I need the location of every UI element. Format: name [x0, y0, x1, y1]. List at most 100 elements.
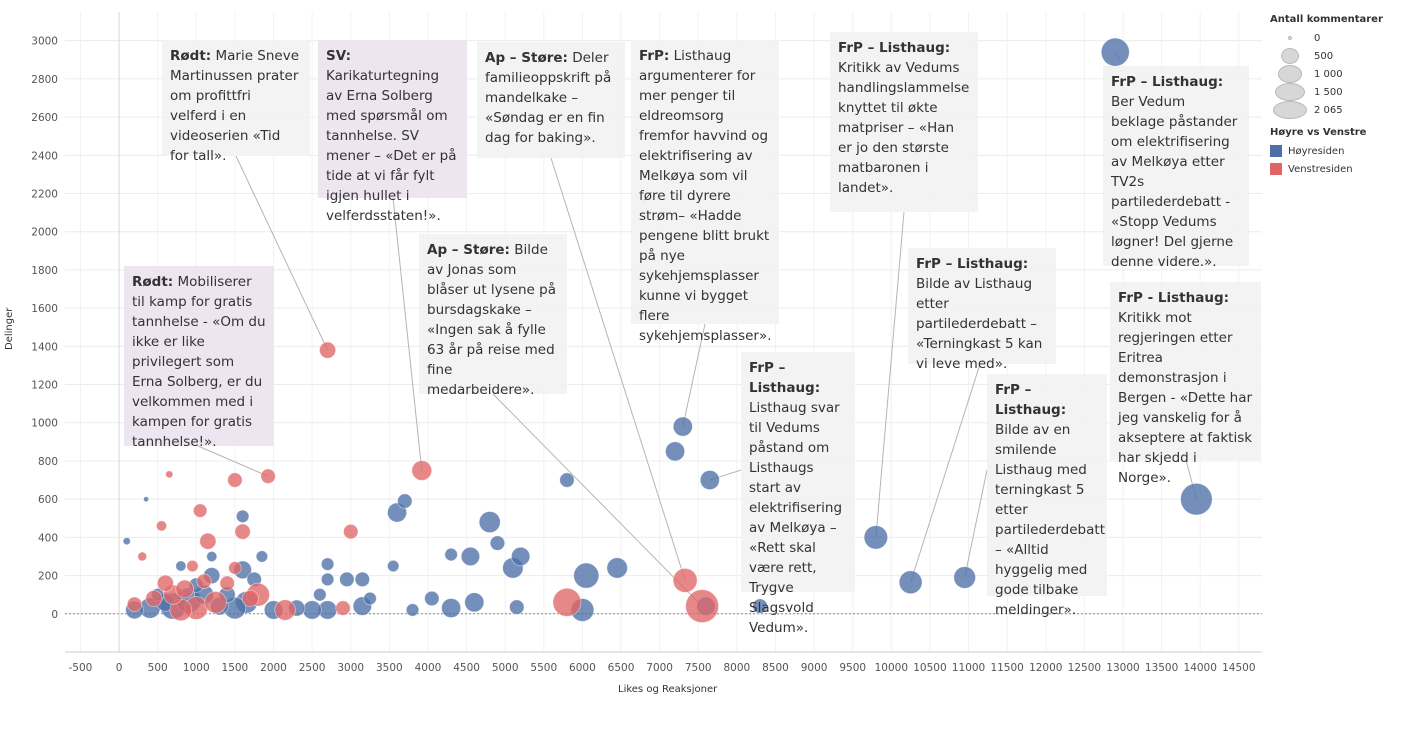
annotation-leader-line	[197, 445, 269, 477]
x-tick-label: 11000	[952, 662, 985, 674]
x-tick-label: 9500	[839, 662, 866, 674]
x-tick-label: 0	[116, 662, 123, 674]
point-hoyresiden	[1100, 37, 1130, 67]
point-venstresiden	[228, 561, 242, 575]
point-hoyresiden	[122, 537, 131, 546]
point-hoyresiden	[699, 470, 720, 491]
point-hoyresiden	[953, 566, 976, 589]
point-venstresiden	[234, 523, 251, 540]
point-hoyresiden	[665, 441, 686, 462]
y-tick-label: 600	[38, 494, 58, 506]
size-legend-title: Antall kommentarer	[1270, 14, 1383, 25]
point-venstresiden	[192, 503, 208, 518]
size-legend-item: 0	[1270, 29, 1400, 47]
y-tick-label: 2400	[31, 150, 58, 162]
annotation-frp-matpriser: FrP – Listhaug: Kritikk av Vedums handli…	[830, 32, 978, 212]
x-tick-label: 1500	[222, 662, 249, 674]
point-venstresiden	[196, 573, 212, 589]
x-tick-label: 500	[148, 662, 168, 674]
point-venstresiden	[165, 470, 174, 479]
legend: Antall kommentarer 0 500 1 000 1 500 2 0…	[1270, 14, 1400, 178]
point-hoyresiden	[143, 496, 150, 503]
size-legend-item: 1 500	[1270, 83, 1400, 101]
y-tick-label: 3000	[31, 36, 58, 48]
color-legend-item-venstre: Venstresiden	[1270, 160, 1400, 178]
annotation-leader-line	[910, 363, 981, 583]
y-tick-label: 1400	[31, 341, 58, 353]
point-hoyresiden	[672, 416, 693, 437]
y-tick-label: 1200	[31, 380, 58, 392]
x-tick-label: 8000	[723, 662, 750, 674]
point-hoyresiden	[460, 546, 481, 567]
point-venstresiden	[145, 589, 163, 608]
point-hoyresiden	[235, 509, 250, 524]
point-hoyresiden	[313, 587, 327, 602]
x-tick-label: 6000	[569, 662, 596, 674]
y-tick-label: 2600	[31, 112, 58, 124]
point-hoyresiden	[606, 557, 628, 579]
x-tick-label: 2000	[260, 662, 287, 674]
point-hoyresiden	[559, 472, 575, 488]
x-tick-label: 3000	[337, 662, 364, 674]
point-venstresiden	[552, 587, 582, 617]
point-hoyresiden	[363, 591, 377, 606]
point-venstresiden	[137, 551, 148, 562]
point-hoyresiden	[206, 550, 218, 563]
y-tick-label: 1000	[31, 418, 58, 430]
point-hoyresiden	[339, 571, 355, 588]
point-hoyresiden	[863, 525, 889, 550]
annotation-leader-line	[964, 469, 988, 578]
point-venstresiden	[155, 520, 168, 532]
point-hoyresiden	[464, 592, 485, 613]
annotation-sv-karikatur: SV: Karikaturtegning av Erna Solberg med…	[318, 40, 467, 224]
x-tick-label: 13500	[1145, 662, 1178, 674]
x-tick-label: 9000	[801, 662, 828, 674]
annotation-ap-bursdag: Ap – Støre: Bilde av Jonas som blåser ut…	[419, 234, 567, 398]
point-hoyresiden	[441, 598, 462, 619]
point-venstresiden	[227, 472, 243, 488]
x-tick-label: 7000	[646, 662, 673, 674]
color-legend-item-hoyre: Høyresiden	[1270, 142, 1400, 160]
annotation-rodt-profittfri: Rødt: Marie Sneve Martinussen prater om …	[162, 40, 310, 164]
x-tick-label: 14000	[1184, 662, 1217, 674]
point-hoyresiden	[354, 571, 370, 588]
point-hoyresiden	[1180, 482, 1213, 516]
point-hoyresiden	[320, 557, 335, 571]
annotation-leader-line	[875, 211, 905, 538]
x-tick-label: 1000	[183, 662, 210, 674]
x-tick-label: 4500	[453, 662, 480, 674]
annotation-leader-line	[492, 393, 703, 607]
point-hoyresiden	[405, 603, 420, 617]
y-tick-label: 1600	[31, 303, 58, 315]
x-tick-label: 6500	[608, 662, 635, 674]
annotation-leader-lines	[197, 51, 1197, 607]
point-hoyresiden	[320, 572, 335, 587]
annotation-frp-stopp-vedum: FrP – Listhaug: Ber Vedum beklage påstan…	[1103, 66, 1249, 270]
x-tick-label: 11500	[990, 662, 1023, 674]
x-tick-label: 5000	[492, 662, 519, 674]
annotation-frp-eritrea: FrP - Listhaug: Kritikk mot regjeringen …	[1110, 282, 1261, 486]
y-tick-labels: 0 200 400 600 800 1000 1200 1400 1600 1800 2000 220…	[31, 36, 58, 621]
point-hoyresiden	[478, 511, 501, 534]
x-tick-label: 4000	[415, 662, 442, 674]
y-axis-title: Delinger	[4, 307, 15, 350]
y-tick-label: 200	[38, 571, 58, 583]
point-hoyresiden	[509, 599, 525, 615]
point-venstresiden	[175, 579, 194, 599]
color-legend-title: Høyre vs Venstre	[1270, 127, 1367, 138]
y-tick-label: 2000	[31, 227, 58, 239]
x-tick-label: 10000	[875, 662, 908, 674]
x-tick-label: -500	[69, 662, 93, 674]
point-venstresiden	[260, 468, 276, 484]
annotation-leader-line	[392, 197, 423, 471]
x-tick-label: 2500	[299, 662, 326, 674]
point-venstresiden	[343, 523, 359, 540]
point-hoyresiden	[424, 590, 440, 607]
annotation-leader-line	[682, 323, 706, 427]
point-venstresiden	[199, 532, 217, 550]
annotation-ap-mandelkake: Ap – Støre: Deler familieoppskrift på ma…	[477, 42, 625, 158]
annotation-leader-line	[235, 155, 329, 351]
point-venstresiden	[319, 341, 337, 359]
point-venstresiden	[156, 574, 174, 592]
x-tick-label: 3500	[376, 662, 403, 674]
